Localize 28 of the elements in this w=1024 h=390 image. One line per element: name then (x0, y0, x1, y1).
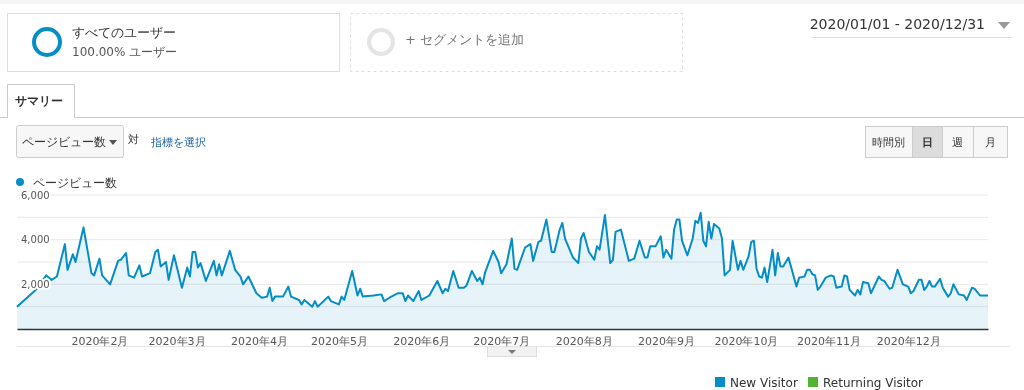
text: 指標を選択 (150, 136, 206, 149)
text: + セグメントを追加 (405, 32, 525, 47)
text: ページビュー数 (22, 135, 106, 149)
x-tick-label: 2020年12月 (876, 334, 941, 348)
x-tick-label: 2020年2月 (71, 334, 129, 348)
text: 月 (984, 136, 996, 149)
y-tick-label: 6,000 (21, 189, 50, 201)
x-tick-label: 2020年3月 (148, 334, 206, 348)
legend-label: ページビュー数 (33, 176, 117, 190)
text: 時間別 (872, 136, 905, 149)
x-tick-label: 2020年9月 (638, 334, 696, 348)
y-tick-label: 4,000 (21, 234, 50, 246)
text: New Visitor (730, 376, 798, 390)
text: 週 (952, 136, 963, 149)
text: サマリー (15, 94, 63, 108)
text: すべてのユーザー (72, 25, 176, 40)
text: Returning Visitor (823, 376, 924, 390)
x-tick-label: 2020年5月 (310, 334, 368, 348)
text: 100.00% ユーザー (72, 45, 178, 59)
text: 日 (921, 136, 933, 149)
text: 2020/01/01 - 2020/12/31 (809, 16, 985, 32)
x-tick-label: 2020年11月 (796, 334, 861, 348)
x-tick-label: 2020年10月 (714, 334, 779, 348)
text: 対 (128, 133, 139, 146)
x-tick-label: 2020年7月 (473, 334, 531, 348)
x-tick-label: 2020年4月 (231, 334, 289, 348)
x-tick-label: 2020年6月 (393, 334, 451, 348)
x-tick-label: 2020年8月 (555, 334, 613, 348)
